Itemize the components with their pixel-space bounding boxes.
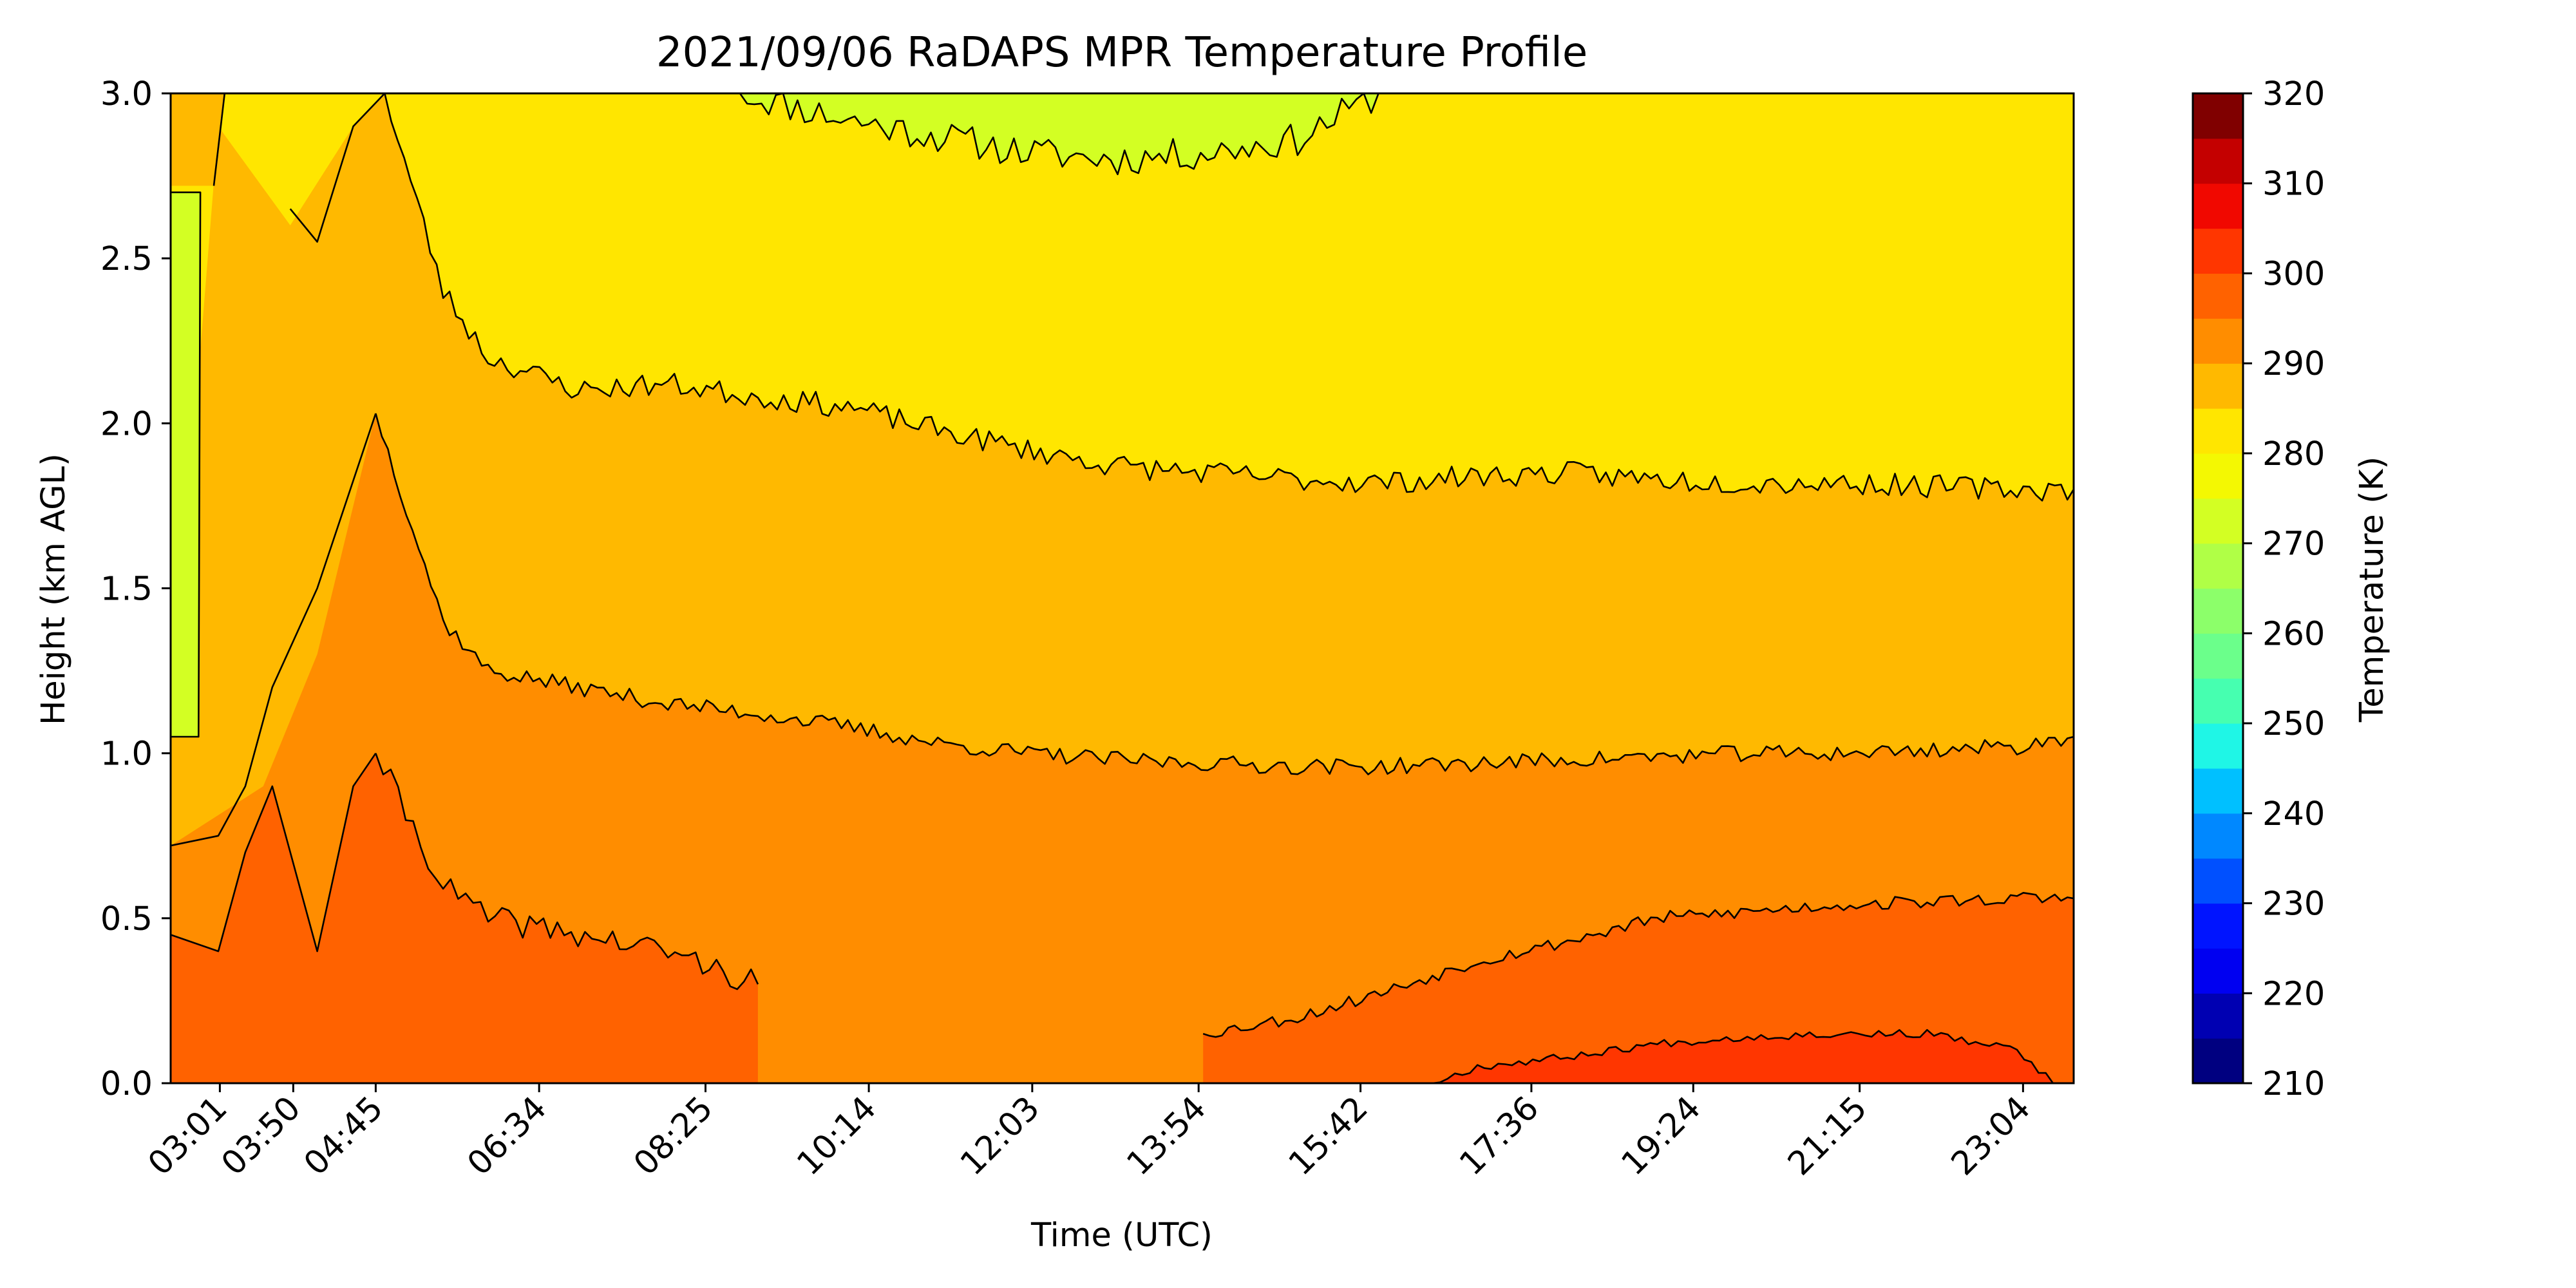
- colorbar-tick-label: 260: [2262, 615, 2325, 653]
- contour-line-295K: [1202, 892, 2074, 1038]
- y-tick-label: 0.0: [100, 1065, 153, 1103]
- y-tick-label: 2.5: [100, 240, 153, 278]
- colorbar-segment: [2193, 723, 2243, 769]
- band-275-280-left: [171, 192, 201, 737]
- chart-title: 2021/09/06 RaDAPS MPR Temperature Profil…: [656, 29, 1587, 77]
- colorbar-segment: [2193, 318, 2243, 364]
- colorbar-segment: [2193, 93, 2243, 139]
- colorbar-tick-label: 320: [2262, 75, 2325, 113]
- colorbar-segment: [2193, 633, 2243, 679]
- colorbar-segment: [2193, 858, 2243, 904]
- contour-line-290K-early: [171, 752, 377, 952]
- x-tick-label: 17:36: [1452, 1089, 1546, 1183]
- x-tick-label: 06:34: [460, 1089, 554, 1183]
- colorbar-segment: [2193, 183, 2243, 229]
- contour-fill-layer: [171, 93, 2074, 1083]
- colorbar-segment: [2193, 813, 2243, 859]
- x-tick-label: 12:03: [953, 1089, 1047, 1183]
- band-280-285: [171, 93, 2074, 721]
- band-275-280: [740, 93, 1379, 175]
- colorbar-tick-label: 290: [2262, 345, 2325, 383]
- x-tick-label: 04:45: [297, 1089, 391, 1183]
- colorbar-tick-label: 250: [2262, 705, 2325, 743]
- colorbar-segment: [2193, 678, 2243, 724]
- colorbar-tick-label: 230: [2262, 886, 2325, 923]
- x-tick-label: 03:01: [141, 1089, 235, 1183]
- colorbar-tick-label: 270: [2262, 526, 2325, 564]
- contour-line-280K: [384, 93, 2074, 502]
- y-tick-label: 3.0: [100, 75, 153, 113]
- y-tick-label: 1.0: [100, 735, 153, 773]
- x-tick-label: 03:50: [214, 1089, 308, 1183]
- colorbar-segment: [2193, 948, 2243, 994]
- contour-line-285K: [375, 413, 2074, 775]
- colorbar-segment: [2193, 138, 2243, 184]
- contour-line-280K-top: [289, 93, 386, 243]
- x-tick-label: 23:04: [1944, 1089, 2038, 1183]
- colorbar-tick-label: 280: [2262, 435, 2325, 473]
- band-295-300-morning: [171, 753, 758, 1083]
- colorbar-frame: [2192, 92, 2244, 1084]
- x-axis-label: Time (UTC): [1030, 1217, 1213, 1255]
- colorbar-segment: [2193, 273, 2243, 319]
- band-300-305: [1432, 1030, 2053, 1083]
- colorbar-segment: [2193, 993, 2243, 1039]
- colorbar-tick-label: 240: [2262, 795, 2325, 833]
- colorbar-segment: [2193, 1038, 2243, 1084]
- y-tick-label: 1.5: [100, 571, 153, 609]
- x-tick-label: 21:15: [1781, 1089, 1875, 1183]
- contour-line-290K: [375, 753, 759, 990]
- colorbar-segment: [2193, 498, 2243, 544]
- contour-line-layer: [171, 93, 2074, 1083]
- colorbar-segment: [2193, 903, 2243, 949]
- y-tick-label: 0.5: [100, 900, 153, 938]
- colorbar-label: Temperature (K): [2353, 457, 2391, 723]
- contour-line-285K-early: [171, 413, 377, 847]
- x-tick-label: 08:25: [627, 1089, 721, 1183]
- x-tick-label: 13:54: [1120, 1089, 1214, 1183]
- colorbar-segment: [2193, 363, 2243, 409]
- colorbar-segment: [2193, 453, 2243, 499]
- colorbar-segment: [2193, 408, 2243, 454]
- x-tick-label: 15:42: [1282, 1089, 1376, 1183]
- band-285-290-top-left: [171, 93, 225, 186]
- x-tick-label: 10:14: [790, 1089, 884, 1183]
- colorbar-tick-label: 210: [2262, 1065, 2325, 1103]
- colorbar-segment: [2193, 588, 2243, 634]
- colorbar-segment: [2193, 228, 2243, 274]
- contour-line-280K-left: [171, 191, 202, 738]
- colorbar-segment: [2193, 768, 2243, 814]
- y-axis-label: Height (km AGL): [35, 453, 73, 725]
- x-tick-label: 19:24: [1615, 1089, 1709, 1183]
- y-tick-label: 2.0: [100, 405, 153, 443]
- colorbar-tick-label: 310: [2262, 166, 2325, 204]
- colorbar-segment: [2193, 543, 2243, 589]
- colorbar: 210 220 230 240 250 260 270 280 290 300 310 320: [2192, 75, 2325, 1103]
- colorbar-tick-label: 220: [2262, 975, 2325, 1013]
- contour-line-285K-top-left: [213, 93, 226, 186]
- contour-line-300K: [1432, 1028, 2054, 1083]
- contour-line-275K: [739, 93, 1379, 176]
- colorbar-tick-label: 300: [2262, 255, 2325, 293]
